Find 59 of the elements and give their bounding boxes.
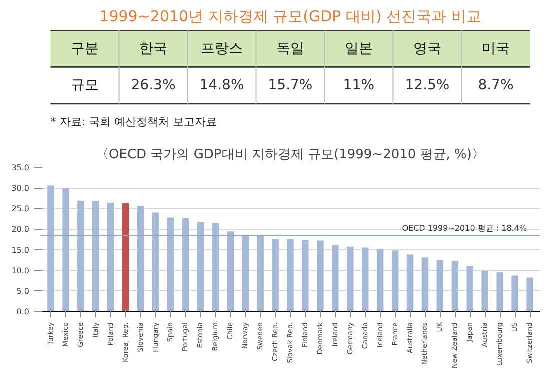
- bar: [242, 235, 249, 312]
- bar: [332, 245, 339, 312]
- bar: [496, 272, 504, 312]
- bar: [62, 188, 70, 312]
- category-label: 독일: [276, 40, 304, 57]
- bar: [107, 202, 114, 312]
- bar: [257, 235, 264, 312]
- bar: [392, 250, 399, 312]
- category-label: 영국: [413, 40, 442, 57]
- text: 1999~2010년 지하경제 규모(GDP 대비) 선진국과 비교: [100, 8, 482, 26]
- bar: [436, 260, 444, 312]
- y-tick-label: 30.0: [12, 184, 30, 194]
- bar: [466, 266, 474, 312]
- y-tick-label: 10.0: [12, 266, 30, 276]
- bar: [302, 240, 309, 312]
- bar: [92, 201, 100, 312]
- text: 14.8%: [200, 78, 244, 94]
- y-tick-label: 0.0: [16, 308, 30, 316]
- bar: [78, 200, 84, 312]
- bar: [347, 246, 354, 312]
- chart-title: 〈OECD 국가의 GDP대비 지하경제 규모(1999~2010 평균, %)〉: [96, 148, 485, 162]
- text: * 자료: 국회 예산정책처 보고자료: [50, 116, 217, 129]
- bar: [122, 203, 130, 312]
- bar: [287, 240, 294, 312]
- bar: [406, 254, 414, 312]
- text: 15.7%: [268, 78, 313, 94]
- bar: [422, 258, 429, 312]
- bar: [212, 223, 220, 312]
- bar: [182, 218, 190, 312]
- bar: [137, 206, 144, 312]
- bar: [376, 249, 384, 312]
- text: 26.3%: [131, 78, 176, 94]
- bar: [317, 240, 324, 312]
- text: 구분: [71, 40, 100, 57]
- bar: [48, 186, 54, 312]
- y-tick-label: 5.0: [16, 286, 30, 296]
- ref-line-label: OECD 1999~2010 평균 : 18.4%: [402, 224, 528, 233]
- bar: [512, 276, 518, 312]
- bar: [526, 278, 534, 312]
- text: 11%: [343, 78, 375, 94]
- category-label: 프랑스: [201, 40, 244, 57]
- bar: [197, 222, 204, 312]
- y-tick-label: 15.0: [12, 246, 30, 255]
- category-label: 한국: [140, 40, 168, 57]
- bar: [482, 271, 488, 312]
- text: 규모: [71, 78, 100, 94]
- bar: [272, 240, 279, 312]
- category-label: 미국: [482, 40, 510, 57]
- text: 8.7%: [478, 78, 514, 94]
- bar: [152, 212, 160, 312]
- bar: [362, 248, 369, 312]
- bar: [452, 261, 459, 312]
- y-tick-label: 20.0: [12, 225, 30, 234]
- y-tick-label: 25.0: [12, 204, 30, 214]
- bar: [167, 218, 174, 312]
- category-label: 일본: [344, 40, 373, 57]
- bar: [227, 232, 234, 312]
- text: 12.5%: [405, 78, 450, 94]
- y-tick-label: 35.0: [12, 164, 30, 172]
